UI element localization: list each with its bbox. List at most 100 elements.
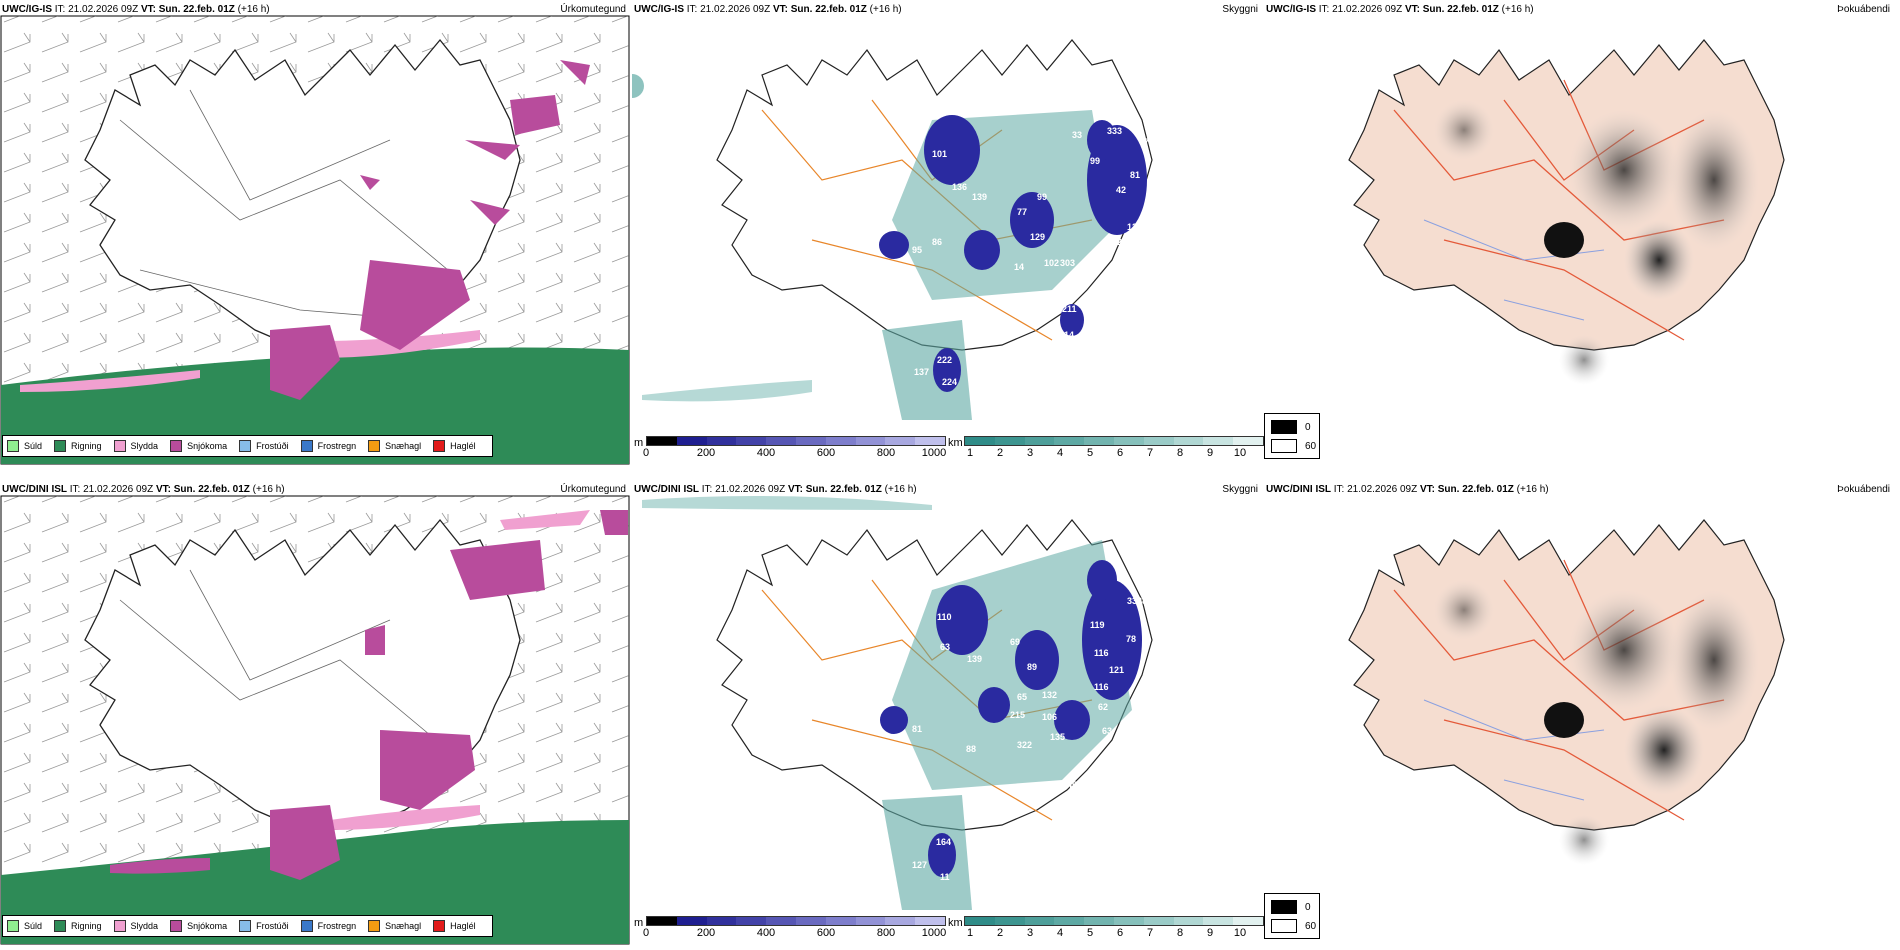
legend-item-slydda: Slydda bbox=[113, 440, 158, 452]
vis-label: 215 bbox=[1010, 710, 1025, 720]
vis-label: 76 bbox=[1144, 137, 1154, 147]
visibility-m-colorbar: m 0 200 400 600 800 1000 bbox=[634, 436, 947, 460]
panel-title: Þokuábendi bbox=[1837, 484, 1890, 495]
vt-label: VT: bbox=[1404, 4, 1420, 15]
panel-header: UWC/IG-IS IT: 21.02.2026 09Z VT: Sun. 22… bbox=[634, 4, 1260, 18]
precip-legend: Súld Rigning Slydda Snjókoma Frostúði Fr… bbox=[2, 435, 493, 457]
lead-time: (+16 h) bbox=[252, 484, 285, 495]
colorbar-tick: 3 bbox=[1026, 447, 1034, 459]
legend-item-snjokoma: Snjókoma bbox=[170, 920, 227, 932]
legend-item-slydda: Slydda bbox=[113, 920, 158, 932]
fog-legend-item: 60 bbox=[1271, 439, 1316, 453]
vis-label: 63 bbox=[940, 642, 950, 652]
vis-label: 333 bbox=[1107, 126, 1122, 136]
legend-item-frostregn: Frostregn bbox=[300, 920, 356, 932]
vis-label: 101 bbox=[932, 149, 947, 159]
model-name: UWC/DINI ISL bbox=[634, 484, 699, 495]
colorbar-tick: 1 bbox=[966, 447, 974, 459]
it-label: IT: bbox=[1333, 484, 1345, 495]
fog-legend: 0 60 bbox=[1264, 893, 1320, 939]
it-label: IT: bbox=[54, 4, 66, 15]
vis-label: 42 bbox=[1116, 185, 1126, 195]
vis-label: 14 bbox=[1014, 262, 1024, 272]
vis-label: 69 bbox=[1010, 637, 1020, 647]
legend-item-snjokoma: Snjókoma bbox=[170, 440, 227, 452]
vis-label: 224 bbox=[942, 377, 957, 387]
vis-label: 86 bbox=[1142, 596, 1152, 606]
colorbar-tick: 0 bbox=[642, 447, 650, 459]
vt-value: Sun. 22.feb. 01Z bbox=[790, 4, 867, 15]
vis-label: 80 bbox=[1250, 542, 1260, 552]
legend-item-frostudi: Frostúði bbox=[239, 920, 289, 932]
panel-title: Úrkomutegund bbox=[560, 4, 626, 15]
colorbar-tick: 6 bbox=[1116, 927, 1124, 939]
model-name: UWC/IG-IS bbox=[2, 4, 52, 15]
vis-label: 121 bbox=[1109, 665, 1124, 675]
vis-label: 164 bbox=[936, 837, 951, 847]
vt-label: VT: bbox=[787, 484, 803, 495]
model-name: UWC/IG-IS bbox=[634, 4, 684, 15]
vis-label: 211 bbox=[1062, 304, 1077, 314]
panel-visibility-dini-isl: 110 63 139 69 89 65 215 132 106 322 135 … bbox=[632, 480, 1264, 945]
colorbar-tick: 800 bbox=[876, 927, 896, 939]
panel-header: UWC/DINI ISL IT: 21.02.2026 09Z VT: Sun.… bbox=[634, 484, 1260, 498]
vt-label: VT: bbox=[140, 4, 156, 15]
fog-legend-item: 0 bbox=[1271, 420, 1311, 434]
vis-label: 156 bbox=[1056, 804, 1071, 814]
visibility-value-labels: 110 63 139 69 89 65 215 132 106 322 135 … bbox=[912, 542, 1260, 882]
vis-label: 82 bbox=[1112, 237, 1122, 247]
vt-value: Sun. 22.feb. 01Z bbox=[1437, 484, 1514, 495]
vt-label: VT: bbox=[772, 4, 788, 15]
fog-legend-item: 0 bbox=[1271, 900, 1311, 914]
vis-label: 78 bbox=[1126, 634, 1136, 644]
vis-label: 63 bbox=[1102, 726, 1112, 736]
vis-label: 37 bbox=[1137, 250, 1147, 260]
vis-label: 106 bbox=[1090, 304, 1105, 314]
vis-label: 110 bbox=[937, 612, 952, 622]
colorbar-tick: 800 bbox=[876, 447, 896, 459]
colorbar-tick: 3 bbox=[1026, 927, 1034, 939]
colorbar-tick: 4 bbox=[1056, 927, 1064, 939]
panel-title: Úrkomutegund bbox=[560, 484, 626, 495]
colorbar-tick: 5 bbox=[1086, 927, 1094, 939]
legend-item-haglel: Haglél bbox=[433, 440, 476, 452]
colorbar-tick: 6 bbox=[1116, 447, 1124, 459]
vis-label: 127 bbox=[912, 860, 927, 870]
colorbar-tick: 1000 bbox=[921, 447, 947, 459]
vis-label: 345 bbox=[1062, 780, 1077, 790]
colorbar-tick: 600 bbox=[816, 927, 836, 939]
vis-label: 69 bbox=[1119, 263, 1129, 273]
vis-label: 136 bbox=[952, 182, 967, 192]
panel-fog-dini-isl: UWC/DINI ISL IT: 21.02.2026 09Z VT: Sun.… bbox=[1264, 480, 1894, 945]
lead-time: (+16 h) bbox=[884, 484, 917, 495]
fog-map bbox=[1348, 39, 1785, 385]
legend-item-snaehagl: Snæhagl bbox=[368, 920, 421, 932]
colorbar-tick: 1 bbox=[966, 927, 974, 939]
vis-label: 99 bbox=[1037, 192, 1047, 202]
legend-item-frostudi: Frostúði bbox=[239, 440, 289, 452]
it-value: 21.02.2026 09Z bbox=[700, 4, 771, 15]
panel-header: UWC/DINI ISL IT: 21.02.2026 09Z VT: Sun.… bbox=[1266, 484, 1892, 498]
it-label: IT: bbox=[686, 4, 698, 15]
colorbar-tick: 400 bbox=[756, 447, 776, 459]
colorbar-tick: 2 bbox=[996, 447, 1004, 459]
lead-time: (+16 h) bbox=[237, 4, 270, 15]
vis-label: 104 bbox=[1150, 648, 1165, 658]
vis-label: 81 bbox=[912, 724, 922, 734]
panel-title: Skyggni bbox=[1222, 484, 1258, 495]
vis-label: 14 bbox=[1064, 330, 1074, 340]
colorbar-unit: m bbox=[634, 917, 644, 929]
vis-label: 81 bbox=[1130, 170, 1140, 180]
colorbar-unit: km bbox=[948, 437, 963, 449]
vis-label: 322 bbox=[1017, 740, 1032, 750]
vis-label: 88 bbox=[966, 744, 976, 754]
visibility-km-colorbar: km 1 2 3 4 5 6 7 8 9 10 bbox=[948, 436, 1264, 460]
vis-label: 36 bbox=[1152, 210, 1162, 220]
vis-label: 99 bbox=[1090, 156, 1100, 166]
visibility-m-colorbar: m 0 200 400 600 800 1000 bbox=[634, 916, 946, 940]
vis-label: 119 bbox=[1090, 620, 1105, 630]
fog-legend: 0 60 bbox=[1264, 413, 1320, 459]
panel-precip-type-dini-isl: UWC/DINI ISL IT: 21.02.2026 09Z VT: Sun.… bbox=[0, 480, 630, 945]
colorbar-tick: 8 bbox=[1176, 447, 1184, 459]
it-value: 21.02.2026 09Z bbox=[1347, 484, 1418, 495]
